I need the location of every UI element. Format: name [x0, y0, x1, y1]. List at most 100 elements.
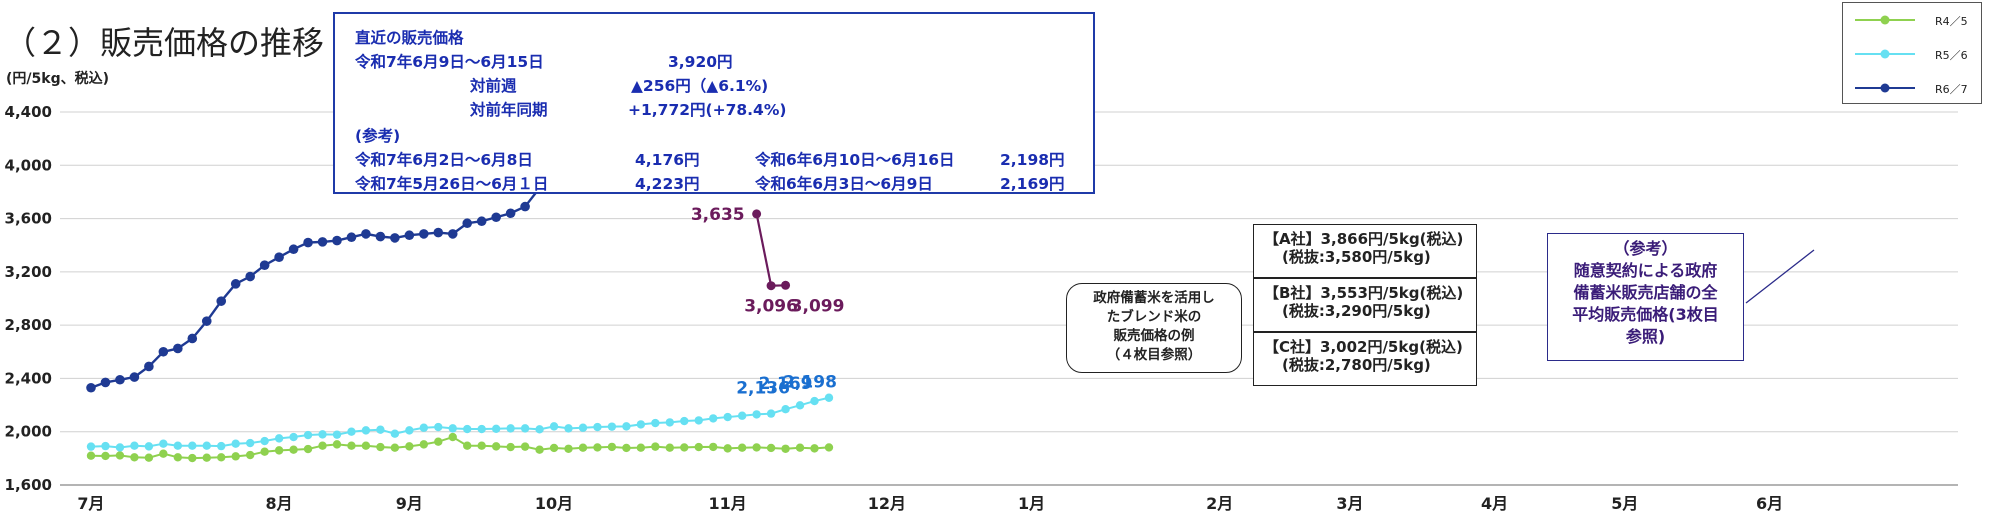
data-point-r4	[202, 453, 211, 462]
data-point-r5	[101, 441, 110, 451]
data-point-r5	[564, 424, 573, 433]
data-point-r6	[245, 271, 255, 282]
data-point-r4	[651, 442, 660, 451]
series-line-r5	[90, 396, 830, 449]
data-point-r5	[622, 422, 631, 431]
data-point-r6	[491, 212, 501, 223]
data-point-r4	[578, 443, 588, 452]
data-point-r5	[361, 426, 371, 435]
data-point-r6	[158, 346, 169, 357]
data-point-r4	[217, 453, 226, 462]
data-point-r5	[390, 429, 400, 438]
company-b-price: 【B社】3,553円/5kg(税込)	[1264, 284, 1464, 302]
info-ref-price-2: 4,223円	[635, 175, 700, 193]
info-wow-value: ▲256円（▲6.1%)	[631, 77, 769, 95]
data-point-r4	[115, 451, 125, 460]
data-label: 3,096	[744, 297, 798, 317]
data-point-r6	[447, 229, 458, 239]
data-point-r4	[506, 442, 515, 452]
data-point-r5	[578, 423, 588, 432]
data-point-r5	[318, 430, 327, 439]
data-point-r4	[173, 453, 183, 462]
info-ref-period-2: 令和7年5月26日～6月１日	[355, 175, 549, 193]
data-point-r5	[766, 409, 776, 418]
data-point-r4	[810, 444, 819, 453]
data-point-r4	[448, 432, 457, 442]
x-tick-label: 12月	[868, 494, 906, 513]
data-point-r4	[766, 443, 776, 453]
info-reference-heading: (参考)	[355, 127, 401, 145]
data-point-r5	[419, 423, 429, 432]
data-point-r6	[100, 377, 111, 388]
info-ref-lastyear-period-2: 令和6年6月3日～6月9日	[755, 175, 933, 193]
data-point-r4	[231, 452, 240, 461]
y-tick-label: 3,200	[5, 263, 52, 281]
data-point-r5	[593, 422, 602, 432]
ref-line-3: 備蓄米販売店舗の全	[1573, 283, 1718, 302]
data-point-r5	[347, 427, 356, 436]
y-tick-label: 2,000	[5, 423, 52, 441]
data-point-r6	[86, 382, 96, 393]
data-point-r6	[115, 374, 125, 385]
data-point-r5	[405, 426, 414, 435]
data-label: 3,099	[791, 296, 845, 316]
recent-price-info-box: 直近の販売価格 令和7年6月9日～6月15日 3,920円 対前週 ▲256円（…	[333, 12, 1095, 194]
data-point-r4	[680, 443, 689, 452]
x-tick-label: 8月	[266, 494, 293, 513]
chart-legend: R4／5 R5／6 R6／7	[1842, 2, 1982, 104]
data-point-r4	[245, 450, 255, 460]
data-point-r5	[477, 424, 486, 434]
reference-data-point	[752, 209, 762, 219]
y-axis-unit-label: (円/5kg、税込)	[6, 71, 109, 87]
data-point-r5	[810, 396, 819, 406]
data-point-r4	[477, 441, 486, 450]
data-point-r6	[476, 216, 487, 227]
data-point-r5	[680, 416, 689, 426]
data-point-r4	[260, 447, 269, 456]
data-point-r6	[144, 361, 154, 372]
data-point-r4	[419, 440, 429, 449]
data-point-r5	[535, 425, 544, 434]
data-point-r4	[130, 453, 139, 462]
data-point-r6	[288, 244, 299, 255]
legend-item-r6: R6／7	[1855, 81, 1981, 97]
reference-series-line	[755, 213, 786, 287]
data-point-r5	[723, 412, 732, 422]
data-point-r4	[752, 443, 761, 452]
info-price-current: 3,920円	[668, 53, 733, 71]
ref-line-4: 平均販売価格(3枚目	[1572, 305, 1719, 324]
info-yoy-value: +1,772円(+78.4%)	[628, 101, 787, 119]
data-point-r6	[216, 296, 227, 306]
data-point-r5	[463, 424, 472, 434]
x-tick-label: 10月	[535, 494, 573, 513]
data-label: 2,198	[783, 372, 837, 392]
data-point-r4	[318, 441, 327, 450]
data-point-r6	[390, 233, 400, 243]
data-point-r4	[390, 443, 400, 452]
data-point-r5	[376, 425, 385, 434]
bubble-line-4: （４枚目参照）	[1106, 347, 1202, 363]
data-point-r4	[593, 443, 602, 452]
data-point-r5	[274, 434, 284, 443]
data-point-r5	[607, 422, 617, 431]
x-tick-label: 4月	[1481, 494, 1508, 513]
data-point-r5	[202, 441, 211, 450]
data-label: 3,635	[691, 205, 745, 225]
data-point-r6	[419, 229, 429, 239]
x-tick-label: 11月	[709, 494, 747, 513]
reference-callout-connector	[1745, 249, 1815, 304]
data-label: 2,136	[736, 379, 790, 399]
info-wow-label: 対前週	[470, 77, 517, 95]
data-point-r5	[781, 405, 790, 414]
data-point-r4	[824, 443, 834, 452]
data-point-r4	[347, 441, 356, 450]
data-point-r4	[376, 442, 385, 452]
data-point-r5	[115, 443, 125, 452]
data-point-r4	[405, 442, 414, 451]
data-point-r4	[520, 442, 530, 451]
data-point-r6	[346, 232, 357, 243]
data-point-r6	[173, 343, 183, 354]
company-c-price: 【C社】3,002円/5kg(税込)	[1264, 338, 1463, 356]
y-tick-label: 2,800	[5, 316, 52, 334]
company-box-b: 【B社】3,553円/5kg(税込) (税抜:3,290円/5kg)	[1253, 278, 1477, 332]
